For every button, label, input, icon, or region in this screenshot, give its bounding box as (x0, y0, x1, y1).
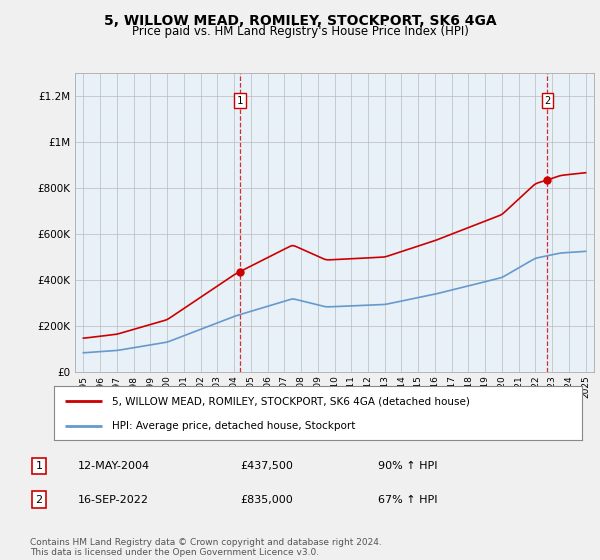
Text: 5, WILLOW MEAD, ROMILEY, STOCKPORT, SK6 4GA: 5, WILLOW MEAD, ROMILEY, STOCKPORT, SK6 … (104, 14, 496, 28)
Text: 16-SEP-2022: 16-SEP-2022 (78, 494, 149, 505)
Text: Price paid vs. HM Land Registry's House Price Index (HPI): Price paid vs. HM Land Registry's House … (131, 25, 469, 38)
Text: 5, WILLOW MEAD, ROMILEY, STOCKPORT, SK6 4GA (detached house): 5, WILLOW MEAD, ROMILEY, STOCKPORT, SK6 … (112, 396, 470, 407)
Text: 12-MAY-2004: 12-MAY-2004 (78, 461, 150, 471)
Text: 90% ↑ HPI: 90% ↑ HPI (378, 461, 437, 471)
Text: HPI: Average price, detached house, Stockport: HPI: Average price, detached house, Stoc… (112, 421, 355, 431)
Text: £835,000: £835,000 (240, 494, 293, 505)
Text: 2: 2 (35, 494, 43, 505)
Text: £437,500: £437,500 (240, 461, 293, 471)
Text: 1: 1 (35, 461, 43, 471)
Text: Contains HM Land Registry data © Crown copyright and database right 2024.
This d: Contains HM Land Registry data © Crown c… (30, 538, 382, 557)
Text: 2: 2 (544, 96, 550, 106)
Text: 67% ↑ HPI: 67% ↑ HPI (378, 494, 437, 505)
Text: 1: 1 (237, 96, 243, 106)
